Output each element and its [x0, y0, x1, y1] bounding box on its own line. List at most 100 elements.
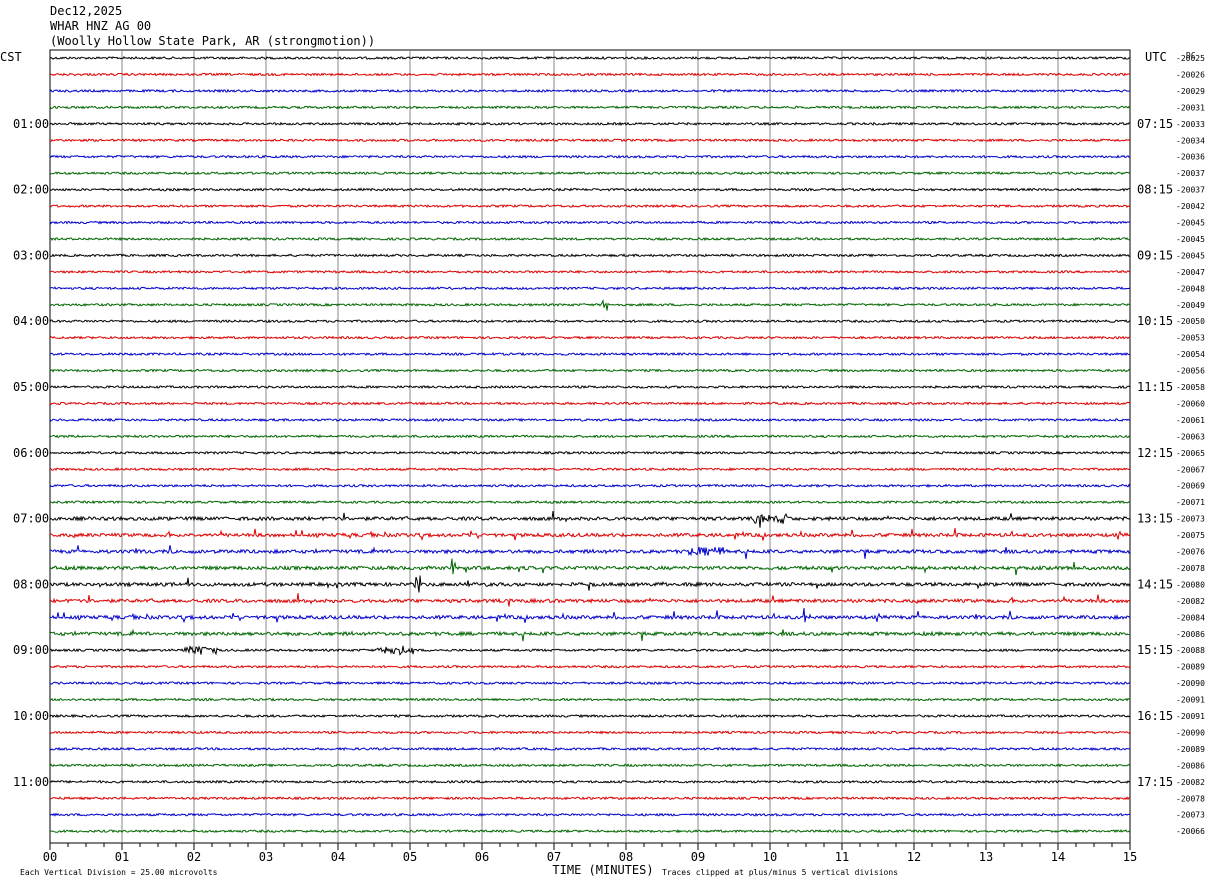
dc-offset-label: -20078: [1176, 564, 1205, 573]
seismic-trace: [49, 170, 1131, 176]
scale-note: Each Vertical Division = 25.00 microvolt…: [20, 868, 218, 877]
dc-offset-label: -20065: [1176, 449, 1205, 458]
station-location: (Woolly Hollow State Park, AR (strongmot…: [50, 34, 376, 48]
seismic-trace: [49, 253, 1131, 258]
utc-hour-label: 16:15: [1137, 709, 1173, 723]
dc-offset-label: -20056: [1176, 367, 1205, 376]
seismic-trace: [49, 203, 1131, 209]
seismic-trace: [49, 730, 1131, 735]
dc-offset-label: -20091: [1176, 712, 1205, 721]
dc-offset-label: -20066: [1176, 827, 1205, 836]
dc-offset-label: -20080: [1176, 580, 1205, 589]
dc-offset-label: -20063: [1176, 432, 1205, 441]
dc-offset-label: -20061: [1176, 416, 1205, 425]
seismic-trace: [49, 828, 1131, 834]
cst-axis-label: CST: [0, 50, 22, 64]
dc-offset-label: -20090: [1176, 728, 1205, 737]
x-tick-label: 00: [43, 850, 57, 864]
cst-hour-label: 01:00: [13, 117, 49, 131]
dc-offset-label: -20071: [1176, 498, 1205, 507]
cst-hour-label: 09:00: [13, 643, 49, 657]
seismic-trace: [49, 88, 1130, 94]
cst-hour-label: 04:00: [13, 314, 49, 328]
seismic-trace: [49, 593, 1131, 607]
x-tick-label: 11: [835, 850, 849, 864]
cst-hour-label: 08:00: [13, 577, 49, 591]
dc-offset-label: -20088: [1176, 646, 1205, 655]
dc-offset-label: -20050: [1176, 317, 1205, 326]
seismic-trace: [49, 55, 1131, 61]
seismic-trace: [49, 434, 1131, 439]
dc-offset-label: -20033: [1176, 120, 1205, 129]
utc-hour-label: 17:15: [1137, 775, 1173, 789]
seismic-trace: [49, 545, 1131, 560]
dc-offset-label: -20067: [1176, 465, 1205, 474]
cst-hour-label: 07:00: [13, 512, 49, 526]
seismic-trace: [49, 664, 1131, 669]
seismic-trace: [49, 697, 1131, 702]
dc-offset-label: -20049: [1176, 301, 1205, 310]
seismic-trace: [49, 779, 1131, 784]
dc-offset-label: -20025: [1176, 54, 1205, 63]
seismic-trace: [49, 368, 1131, 373]
seismic-trace: [49, 286, 1131, 291]
cst-hour-label: 11:00: [13, 775, 49, 789]
seismic-trace: [49, 335, 1131, 340]
dc-offset-label: -20053: [1176, 334, 1205, 343]
seismic-trace: [49, 450, 1131, 455]
seismic-trace: [49, 483, 1131, 488]
dc-offset-label: -20091: [1176, 696, 1205, 705]
x-tick-label: 15: [1123, 850, 1137, 864]
cst-hour-label: 06:00: [13, 446, 49, 460]
seismic-trace: [49, 467, 1131, 472]
dc-offset-label: -20090: [1176, 679, 1205, 688]
seismic-trace: [49, 318, 1131, 324]
dc-offset-label: -20060: [1176, 399, 1205, 408]
dc-offset-label: -20034: [1176, 136, 1205, 145]
dc-offset-label: -20037: [1176, 169, 1205, 178]
seismic-trace: [49, 187, 1130, 192]
dc-offset-label: -20089: [1176, 663, 1205, 672]
x-tick-label: 09: [691, 850, 705, 864]
dc-offset-label: -20086: [1176, 761, 1205, 770]
trace-layer: [49, 55, 1131, 834]
x-axis-title: TIME (MINUTES): [552, 863, 653, 877]
x-tick-label: 02: [187, 850, 201, 864]
dc-offset-label: -20058: [1176, 383, 1205, 392]
seismic-trace: [49, 138, 1131, 143]
x-tick-label: 01: [115, 850, 129, 864]
utc-hour-label: 12:15: [1137, 446, 1173, 460]
x-tick-label: 08: [619, 850, 633, 864]
seismic-trace: [49, 384, 1131, 390]
x-tick-label: 04: [331, 850, 345, 864]
utc-hour-label: 14:15: [1137, 577, 1173, 591]
seismic-trace: [49, 298, 1131, 311]
seismic-trace: [49, 575, 1131, 593]
utc-hour-label: 08:15: [1137, 183, 1173, 197]
utc-hour-label: 15:15: [1137, 643, 1173, 657]
x-tick-label: 05: [403, 850, 417, 864]
utc-axis-label: UTC: [1145, 50, 1167, 64]
dc-offset-label: -20078: [1176, 794, 1205, 803]
dc-offset-label: -20045: [1176, 235, 1205, 244]
x-tick-label: 07: [547, 850, 561, 864]
dc-offset-label: -20031: [1176, 103, 1205, 112]
x-tick-label: 13: [979, 850, 993, 864]
dc-offset-label: -20045: [1176, 251, 1205, 260]
clip-note: Traces clipped at plus/minus 5 vertical …: [662, 868, 898, 877]
dc-offset-label: -20086: [1176, 630, 1205, 639]
dc-offset-label: -20042: [1176, 202, 1205, 211]
seismic-trace: [49, 607, 1131, 624]
seismic-trace: [49, 236, 1131, 242]
seismic-trace: [49, 269, 1131, 275]
dc-offset-label: -20045: [1176, 219, 1205, 228]
seismic-trace: [49, 417, 1131, 423]
dc-offset-label: -20082: [1176, 778, 1205, 787]
x-tick-label: 03: [259, 850, 273, 864]
seismic-trace: [49, 812, 1131, 817]
seismic-trace: [49, 510, 1131, 528]
dc-offset-label: -20089: [1176, 745, 1205, 754]
x-tick-label: 06: [475, 850, 489, 864]
dc-axis-label: DC: [1186, 51, 1196, 60]
